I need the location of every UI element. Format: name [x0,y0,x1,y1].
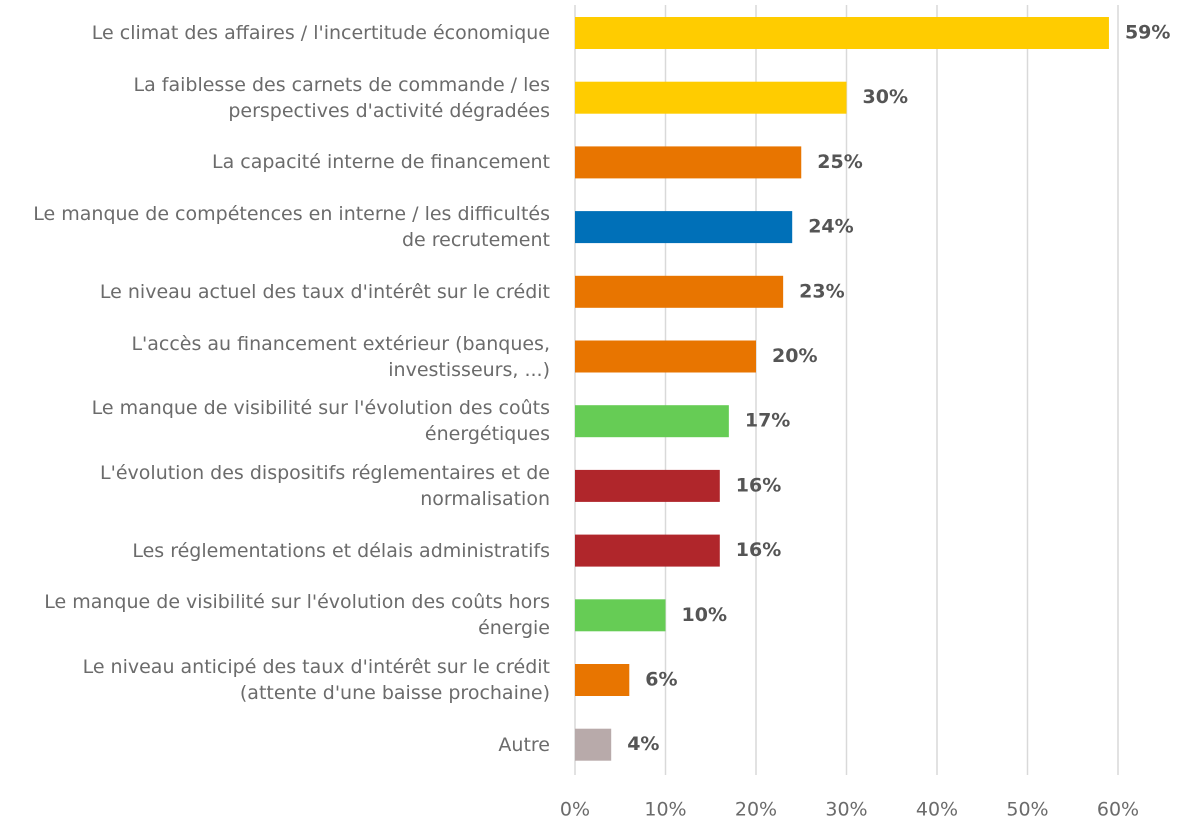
bar [575,81,847,114]
bar [575,17,1109,49]
value-label: 23% [799,280,844,302]
value-label: 16% [736,474,781,496]
category-label: Les réglementations et délais administra… [132,539,550,562]
value-label: 10% [682,604,727,626]
category-label: La capacité interne de financement [212,151,550,174]
bar [575,340,756,373]
bar [575,211,793,244]
x-tick-label: 60% [1097,799,1139,821]
category-label: Le niveau actuel des taux d'intérêt sur … [99,280,550,303]
bar [575,146,802,179]
category-label: Le manque de visibilité sur l'évolution … [44,591,550,640]
category-label: Le climat des affaires / l'incertitude é… [91,22,550,44]
value-label: 30% [863,86,908,108]
bar [575,599,666,632]
category-label: Autre [498,733,550,756]
category-label: Le manque de visibilité sur l'évolution … [91,397,550,446]
bar [575,534,720,567]
x-tick-label: 50% [1006,799,1048,821]
bar [575,728,612,761]
value-label: 17% [745,410,790,432]
value-label: 6% [645,669,677,691]
x-tick-label: 0% [560,799,590,821]
value-label: 59% [1125,22,1170,44]
bar [575,275,784,308]
value-label: 25% [817,151,862,173]
value-label: 16% [736,539,781,561]
bar [575,664,630,696]
x-tick-label: 40% [916,799,958,821]
x-tick-label: 10% [644,799,686,821]
category-label: La faiblesse des carnets de commande / l… [133,73,550,122]
value-label: 24% [808,216,853,238]
value-label: 4% [627,733,659,755]
category-label: Le manque de compétences en interne / le… [33,203,550,252]
bar [575,405,729,438]
category-label: L'accès au financement extérieur (banque… [131,332,550,381]
x-tick-label: 30% [825,799,867,821]
category-label: Le niveau anticipé des taux d'intérêt su… [82,656,550,704]
bar [575,469,720,502]
category-label: L'évolution des dispositifs réglementair… [100,461,550,510]
x-tick-label: 20% [735,799,777,821]
value-label: 20% [772,345,817,367]
